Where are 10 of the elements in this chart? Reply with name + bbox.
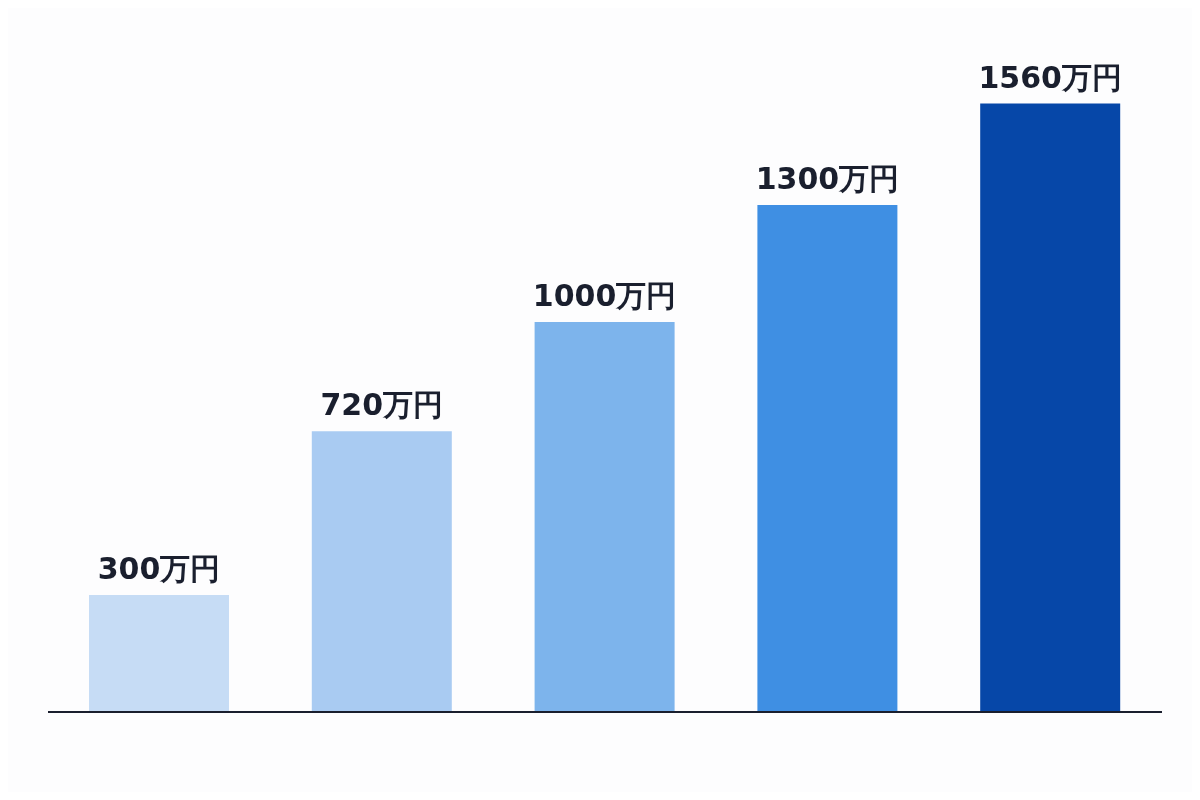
data-label: 300万円 — [97, 551, 221, 586]
data-label: 1000万円 — [532, 278, 677, 313]
bar — [534, 322, 675, 712]
bar — [89, 595, 229, 712]
bar — [311, 431, 452, 712]
data-label: 1560万円 — [978, 59, 1122, 95]
data-label: 720万円 — [320, 387, 444, 423]
bar — [757, 205, 898, 712]
data-label: 1300万円 — [755, 161, 900, 196]
bar — [980, 103, 1121, 712]
